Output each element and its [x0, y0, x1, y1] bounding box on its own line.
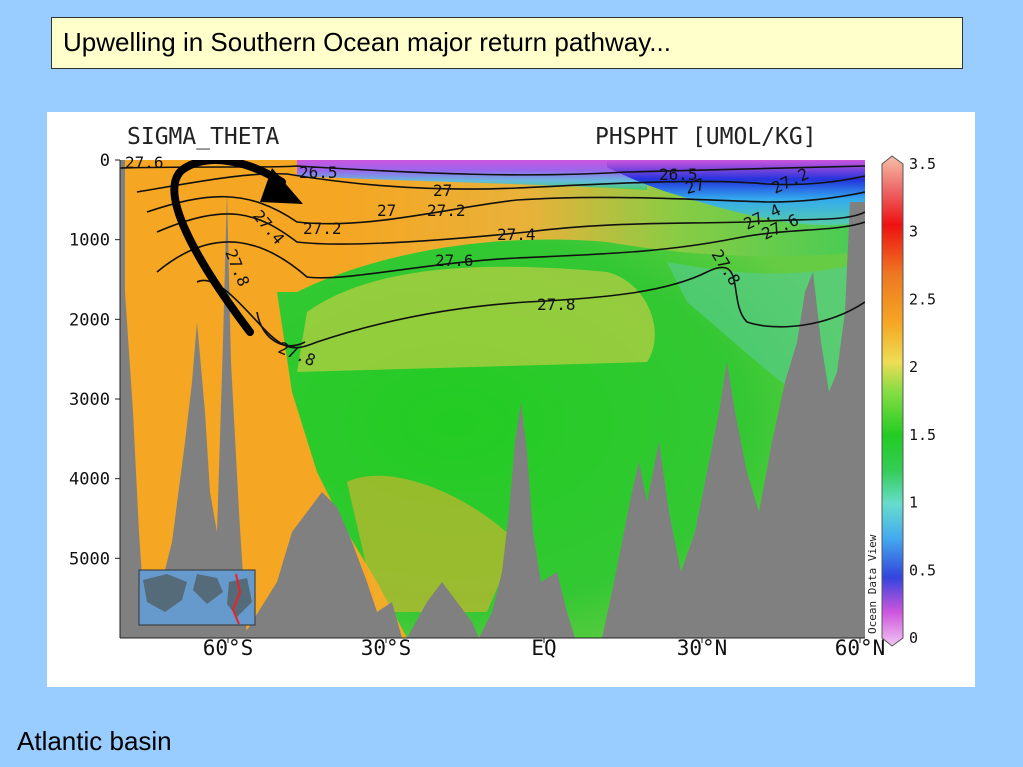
y-tick-label: 1000 [69, 231, 110, 251]
contour-label: 27.2 [303, 219, 342, 238]
contour-label: 26.5 [659, 165, 698, 184]
intermediate-transition [297, 266, 655, 372]
x-tick-labels: 60°S 30°S EQ 30°N 60°N [203, 636, 886, 660]
contour-27-8-main [196, 266, 865, 349]
colorbar-tick-label: 2 [909, 358, 918, 376]
y-tick-label: 0 [100, 151, 110, 171]
colorbar-tick-label: 1 [909, 494, 918, 512]
colorbar-tick-label: 1.5 [909, 426, 936, 444]
contour-27-4 [156, 211, 865, 245]
y-tick-marks [115, 159, 120, 559]
x-tick-label: 30°S [361, 636, 412, 660]
colorbar-tick-label: 0.5 [909, 561, 936, 579]
surface-layer-north [607, 160, 865, 226]
abyssal-orange-patch [347, 475, 517, 612]
ocean-section-figure: SIGMA_THETA PHSPHT [UMOL/KG] [47, 112, 975, 687]
x-tick-label: 60°S [203, 636, 254, 660]
arrow-shaft [170, 160, 286, 336]
colorbar-tick-label: 3 [909, 223, 918, 241]
colorbar: 0 0.5 1 1.5 2 2.5 3 3.5 Ocean Data View [866, 155, 936, 647]
inset-map-land [193, 574, 223, 604]
ocean-section-chart: SIGMA_THETA PHSPHT [UMOL/KG] [69, 124, 936, 660]
x-tick-label: 30°N [677, 636, 728, 660]
arrow-head [260, 168, 303, 204]
contour-label: 27 [433, 181, 452, 200]
contour-label: 27 [683, 175, 707, 198]
chart-title-left: SIGMA_THETA [127, 124, 279, 150]
colorbar-tick-label: 3.5 [909, 155, 936, 173]
contour-label: 27.6 [435, 251, 474, 270]
colorbar-gradient [881, 155, 904, 647]
seafloor-scotia-ridge [141, 192, 247, 638]
contour-label: 27.2 [427, 201, 466, 220]
contour-label: 27 [377, 201, 396, 220]
x-tick-label: EQ [531, 636, 556, 660]
section-track-line [231, 573, 242, 625]
y-axis: 0 1000 2000 3000 4000 5000 [69, 151, 121, 638]
x-tick-label: 60°N [835, 636, 886, 660]
y-tick-label: 5000 [69, 549, 110, 569]
colorbar-tick-labels: 0 0.5 1 1.5 2 2.5 3 3.5 [909, 155, 936, 647]
colorbar-tick-label: 2.5 [909, 290, 936, 308]
contour-27 [136, 172, 865, 193]
x-axis: 60°S 30°S EQ 30°N 60°N [120, 636, 885, 660]
contour-27-8-deep [256, 311, 306, 347]
contour-27-6 [156, 221, 865, 279]
contour-label: 26.5 [299, 163, 338, 182]
seafloor-north-atlantic [602, 202, 865, 638]
colorbar-label: Ocean Data View [866, 534, 879, 634]
seafloor-mid-atlantic-ridge [479, 402, 575, 638]
x-tick-marks [227, 638, 861, 643]
seafloor-south-atlantic [242, 492, 402, 638]
contour-label: 27.6 [125, 153, 164, 172]
seafloor-south-edge [120, 160, 157, 638]
y-tick-label: 2000 [69, 310, 110, 330]
contour-27-2 [146, 191, 865, 225]
location-inset-map [138, 569, 256, 626]
slide-caption: Atlantic basin [17, 726, 172, 756]
phosphate-field [120, 160, 865, 638]
slide-title: Upwelling in Southern Ocean major return… [51, 17, 963, 69]
y-tick-label: 3000 [69, 390, 110, 410]
contour-label: 27.8 [537, 295, 576, 314]
y-tick-labels: 0 1000 2000 3000 4000 5000 [69, 151, 110, 569]
colorbar-tick-label: 0 [909, 629, 918, 647]
y-tick-label: 4000 [69, 470, 110, 490]
contour-label: 27.4 [497, 225, 536, 244]
seafloor-abyssal-plain [407, 582, 479, 638]
upwelling-arrow [170, 160, 303, 336]
chart-title-right: PHSPHT [UMOL/KG] [595, 124, 817, 150]
inset-map-land [143, 574, 187, 612]
